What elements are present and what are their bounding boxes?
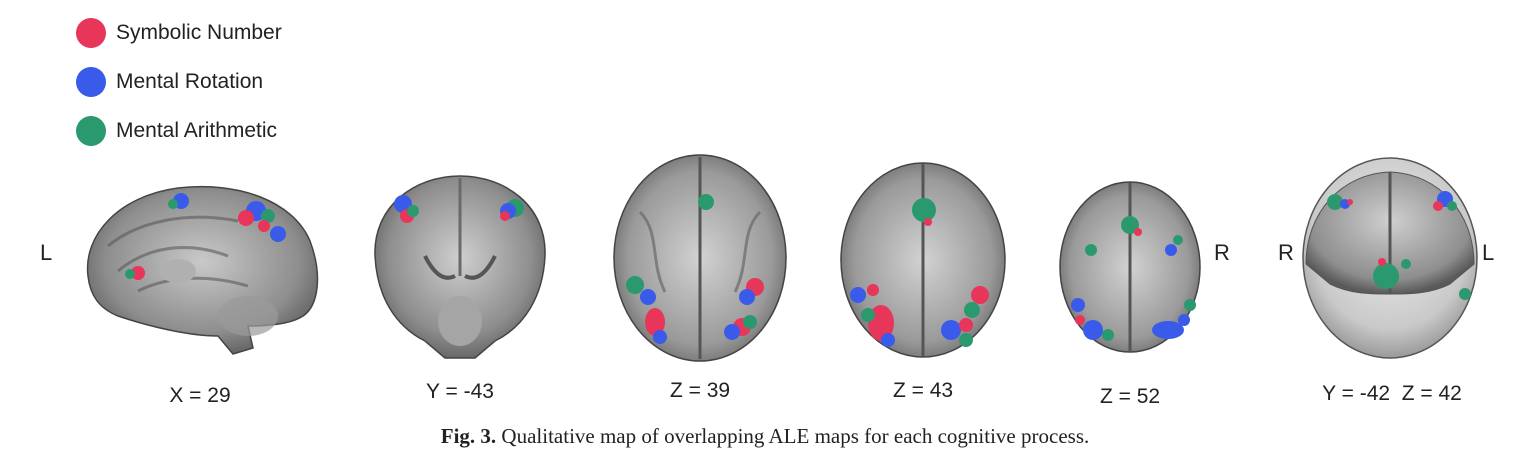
surface-render-brain-image xyxy=(1302,157,1478,359)
axial-slice-z39-panel: Z = 39 xyxy=(610,152,790,402)
legend: Symbolic Number Mental Rotation Mental A… xyxy=(76,8,282,155)
axial-slice-z52-panel: Z = 52 xyxy=(1058,180,1203,408)
render-left-label: L xyxy=(1482,240,1495,265)
axial-brain-image-z39 xyxy=(613,154,787,362)
figure-caption: Fig. 3. Qualitative map of overlapping A… xyxy=(0,424,1530,449)
slice-coordinate-label: Z = 43 xyxy=(892,379,954,402)
surface-render-panel: Y = -42 Z = 42 xyxy=(1300,154,1480,405)
sagittal-slice-panel: X = 29 xyxy=(78,176,323,407)
legend-label: Symbolic Number xyxy=(116,20,282,44)
render-right-label: R xyxy=(1278,240,1294,265)
legend-label: Mental Arithmetic xyxy=(116,118,278,142)
axial-brain-image-z43 xyxy=(840,162,1006,358)
slice-coordinate-label: Y = -42 Z = 42 xyxy=(1322,382,1462,405)
legend-item-mental-arithmetic: Mental Arithmetic xyxy=(76,106,282,155)
symbolic-number-dot-icon xyxy=(76,17,106,48)
legend-item-mental-rotation: Mental Rotation xyxy=(76,57,282,106)
legend-label: Mental Rotation xyxy=(116,69,264,93)
slice-coordinate-label: Y = -43 xyxy=(426,380,494,403)
legend-item-symbolic-number: Symbolic Number xyxy=(76,8,282,57)
sagittal-brain-image xyxy=(86,185,319,355)
slice-coordinate-label: X = 29 xyxy=(169,384,231,407)
slice-coordinate-label: Z = 39 xyxy=(669,379,731,402)
figure-number: Fig. 3. xyxy=(440,424,497,448)
left-hemisphere-label: L xyxy=(40,240,53,265)
axial-slice-z43-panel: Z = 43 xyxy=(838,160,1008,402)
right-hemisphere-label: R xyxy=(1214,240,1230,265)
axial-brain-image-z52 xyxy=(1059,181,1201,353)
coronal-brain-image xyxy=(374,175,546,359)
mental-rotation-dot-icon xyxy=(76,66,106,97)
mental-arithmetic-dot-icon xyxy=(76,115,106,146)
coronal-slice-panel: Y = -43 xyxy=(365,166,555,403)
caption-text: Qualitative map of overlapping ALE maps … xyxy=(496,424,1090,448)
slice-coordinate-label: Z = 52 xyxy=(1099,385,1161,408)
